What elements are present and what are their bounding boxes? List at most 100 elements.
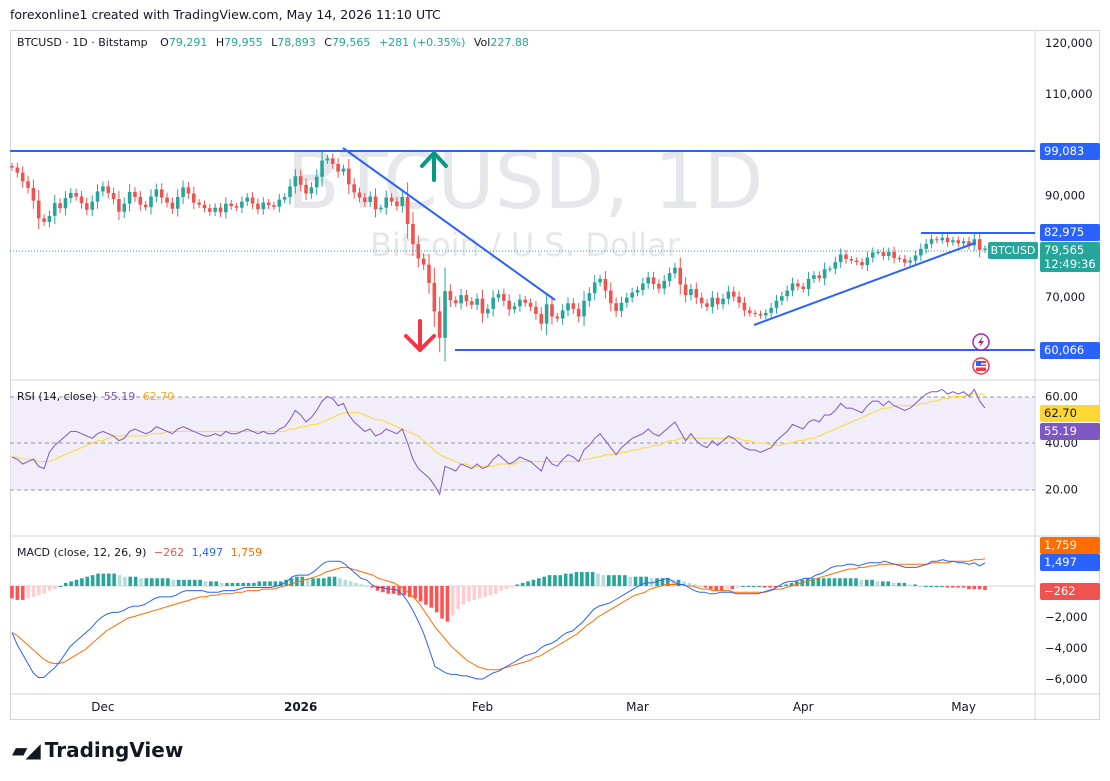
candle-body [47,215,52,222]
candle-body [726,291,731,299]
candle-body [849,259,854,261]
candle-body [881,251,886,256]
tradingview-logo[interactable]: ▰◢ TradingView [12,738,183,762]
candle-body [512,306,517,310]
candle-body [657,283,661,289]
candle-body [576,308,581,317]
candle-body [523,299,528,303]
macd-histogram-bar [413,586,417,599]
candle-body [154,189,159,197]
candle-body [448,291,453,301]
candle-body [395,201,399,207]
candle-body [208,208,212,212]
macd-histogram-bar [897,582,901,586]
macd-histogram-bar [719,586,724,591]
macd-histogram-bar [945,586,950,588]
candle-body [598,278,602,283]
macd-histogram-bar [386,586,391,594]
macd-histogram-bar [494,586,498,594]
macd-histogram-bar [660,578,665,586]
candle-body [528,302,533,307]
macd-histogram-bar [639,576,643,586]
macd-histogram-bar [58,586,63,587]
rsi-axis-label: 55.19 [1040,423,1100,440]
macd-histogram-bar [429,586,434,608]
legend-high: 79,955 [224,36,263,49]
macd-histogram-bar [515,584,520,586]
macd-histogram-bar [300,576,305,586]
macd-histogram-bar [929,586,934,587]
macd-histogram-bar [902,582,907,586]
macd-histogram-bar [69,581,73,586]
macd-histogram-bar [182,579,186,586]
candle-body [903,259,907,263]
macd-signal-legend-value: 1,759 [231,546,263,559]
candle-body [951,240,955,243]
macd-histogram-bar [198,579,202,586]
candle-body [828,268,832,270]
macd-histogram-bar [203,581,208,586]
lightning-event-icon[interactable] [972,333,990,351]
candles-group [10,150,987,362]
uptrend-line[interactable] [753,242,976,326]
macd-histogram-bar [983,586,987,591]
candle-body [191,193,196,203]
candle-body [764,312,768,316]
candle-body [106,186,111,193]
macd-histogram-bar [408,586,412,597]
candle-body [341,168,346,172]
macd-histogram-bar [483,586,487,597]
candle-body [630,292,634,298]
candle-body [42,218,46,222]
legend-volume: 227.88 [490,36,529,49]
macd-histogram-bar [155,578,159,586]
candle-body [555,316,560,319]
macd-histogram-bar [875,581,880,586]
macd-histogram-bar [472,586,477,600]
candle-body [69,192,73,199]
candle-body [469,301,474,305]
candle-body [58,203,62,209]
macd-histogram-bar [144,578,149,586]
macd-histogram-bar [160,578,165,586]
macd-histogram-bar [488,586,493,596]
macd-histogram-bar [343,579,348,586]
candle-body [379,207,383,210]
legend-vol-label: Vol [474,36,490,49]
macd-histogram-bar [940,586,944,587]
candle-body [400,197,405,207]
legend-close: 79,565 [332,36,371,49]
macd-histogram-bar [961,586,966,588]
candle-body [373,196,378,210]
macd-histogram-bar [209,581,213,586]
macd-histogram-bar [633,576,638,586]
macd-histogram-bar [907,584,912,586]
macd-histogram-bar [456,586,460,610]
candle-body [437,311,442,338]
candle-body [26,181,30,188]
macd-histogram-bar [90,575,95,586]
candle-body [983,248,987,250]
legend-low: 78,893 [277,36,316,49]
candle-body [218,207,223,213]
us-flag-event-icon[interactable] [972,357,990,375]
macd-histogram-bar [74,579,79,586]
candle-body [876,251,880,253]
macd-histogram-bar [848,578,853,586]
macd-histogram-bar [332,576,337,586]
macd-histogram-bar [526,581,530,586]
candle-body [673,267,677,274]
macd-histogram-bar [881,581,885,586]
candle-body [389,197,394,202]
macd-histogram-bar [563,573,568,586]
macd-histogram-bar [838,578,842,586]
downtrend-line[interactable] [342,147,556,301]
macd-histogram-bar [133,576,138,586]
macd-histogram-bar [795,581,799,586]
time-axis-tick: Apr [793,700,814,714]
candle-body [314,176,319,188]
candle-body [897,258,902,260]
macd-histogram-bar [617,575,622,586]
candle-body [384,197,389,208]
